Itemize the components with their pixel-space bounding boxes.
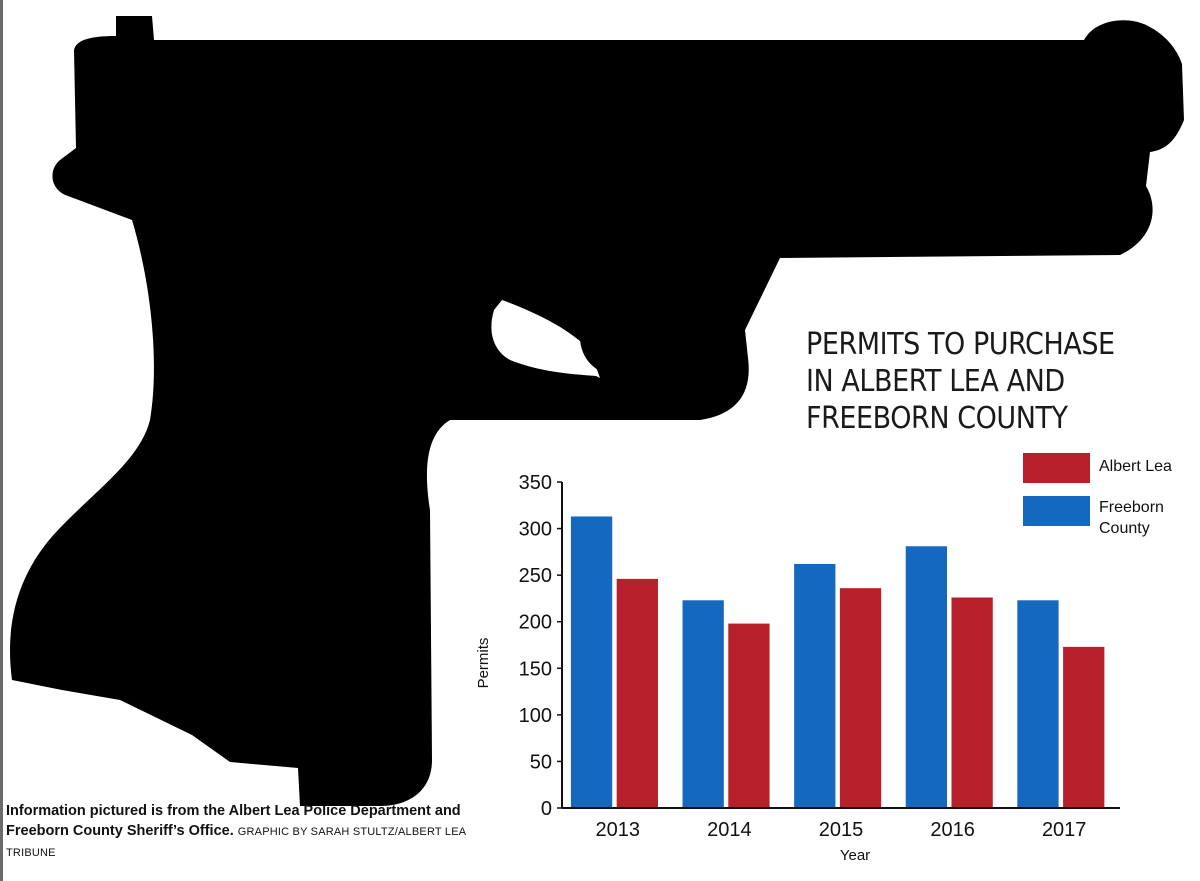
y-tick-label: 0 [541,798,552,820]
x-tick-label: 2013 [596,819,641,841]
bar-albert-lea-2016 [951,597,993,808]
y-tick-label: 300 [519,519,552,541]
bar-albert-lea-2014 [728,623,770,808]
bar-freeborn-county-2013 [570,516,613,808]
legend-label-freeborn-county: Freeborn County [1099,499,1164,537]
chart-title: PERMITS TO PURCHASE IN ALBERT LEA AND FR… [806,326,1148,437]
chart-title-line-3: FREEBORN COUNTY [806,401,1068,436]
bar-albert-lea-2015 [839,588,882,808]
x-tick-label: 2016 [930,819,975,841]
page-edge-rule [0,0,3,881]
x-tick-label: 2017 [1042,819,1087,841]
x-tick-label: 2015 [819,819,864,841]
source-note: Information pictured is from the Albert … [6,801,476,863]
chart-title-line-2: IN ALBERT LEA AND [806,364,1065,399]
legend-swatch-albert-lea [1023,453,1090,483]
y-tick-label: 100 [519,705,552,727]
bar-chart: 2013 2014 2015 2016 2017 0 50 100 150 200 250 300 35… [475,472,1120,864]
x-axis-title: Year [840,847,870,864]
source-text: Information pictured is from the Albert … [6,803,461,839]
bar-albert-lea-2013 [616,578,658,808]
y-tick-label: 350 [519,472,552,494]
graphic-credit: GRAPHIC BY SARAH STULTZ/ALBERT LEA TRIBU… [6,826,466,859]
bar-freeborn-county-2015 [794,563,836,808]
legend-label-albert-lea: Albert Lea [1099,458,1172,475]
bar-freeborn-county-2017 [1017,600,1059,808]
y-tick-label: 250 [519,565,552,587]
y-tick-label: 150 [519,658,552,680]
x-tick-label: 2014 [707,819,752,841]
legend-swatch-freeborn-county [1023,496,1090,526]
y-axis-title: Permits [475,638,492,689]
bar-albert-lea-2017 [1063,646,1105,808]
y-tick-label: 200 [519,612,552,634]
y-tick-label: 50 [530,751,552,773]
chart-title-line-1: PERMITS TO PURCHASE [806,327,1115,362]
bar-freeborn-county-2014 [682,600,724,808]
bar-freeborn-county-2016 [905,546,948,808]
